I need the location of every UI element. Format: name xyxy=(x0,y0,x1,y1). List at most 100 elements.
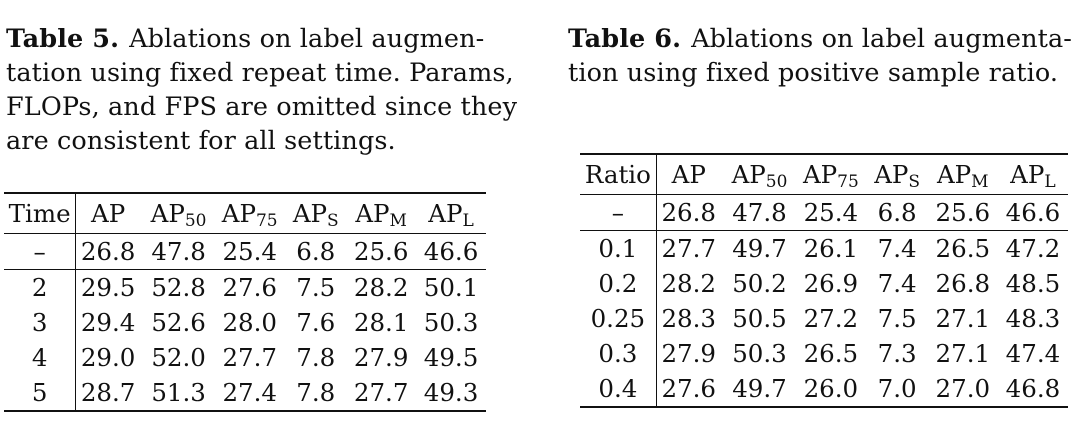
table-cell: 3 xyxy=(4,305,77,340)
table-row: 0.2 28.2 50.2 26.9 7.4 26.8 48.5 xyxy=(580,266,1068,301)
table-cell: 7.5 xyxy=(877,304,917,333)
table-row: 2 29.5 52.8 27.6 7.5 28.2 50.1 xyxy=(4,269,486,305)
table-cell: 29.5 xyxy=(80,273,136,302)
table-cell: 25.6 xyxy=(353,237,409,266)
table-cell: 50.2 xyxy=(732,269,787,298)
col-header-ap75-main: AP xyxy=(802,160,838,189)
table-cell: 46.6 xyxy=(423,237,479,266)
table-cell: 46.6 xyxy=(1005,198,1061,227)
table5-caption-line-4: are consistent for all settings. xyxy=(6,126,396,156)
table-row: 0.25 28.3 50.5 27.2 7.5 27.1 48.3 xyxy=(580,301,1068,336)
table-cell: 52.0 xyxy=(151,343,206,372)
table-cell: 25.6 xyxy=(935,198,991,227)
table-cell: 29.4 xyxy=(80,308,136,337)
table-cell: 27.1 xyxy=(935,339,991,368)
table-row: 0.1 27.7 49.7 26.1 7.4 26.5 47.2 xyxy=(580,230,1068,266)
table5-caption-label: Table 5. xyxy=(6,24,120,54)
table-cell: 49.7 xyxy=(732,234,787,263)
table-cell: 27.4 xyxy=(222,378,277,407)
table-cell: 51.3 xyxy=(151,378,206,407)
table-cell: – xyxy=(4,233,77,270)
table-cell: 50.5 xyxy=(732,304,787,333)
col-header-apl-sub: L xyxy=(462,211,474,231)
col-header-ap50-main: AP xyxy=(731,160,766,189)
col-header-apm: APM xyxy=(346,193,416,234)
col-header-ap75-main: AP xyxy=(221,199,256,228)
col-header-apl-sub: L xyxy=(1044,172,1056,192)
table-cell: 49.7 xyxy=(732,374,787,403)
table-cell: 50.1 xyxy=(423,273,479,302)
table-row: 0.4 27.6 49.7 26.0 7.0 27.0 46.8 xyxy=(580,371,1068,407)
col-header-apm-main: AP xyxy=(936,160,972,189)
table-cell: 26.8 xyxy=(935,269,991,298)
table-cell: 25.4 xyxy=(222,237,277,266)
table5-caption-line-2: tation using fixed repeat time. Params, xyxy=(6,58,514,88)
col-header-ap50: AP50 xyxy=(143,193,214,234)
table-cell: 46.8 xyxy=(1005,374,1061,403)
col-header-aps-sub: S xyxy=(908,172,921,192)
col-header-apl-main: AP xyxy=(1010,160,1045,189)
col-header-ap75: AP75 xyxy=(795,154,866,195)
table-header-row: Ratio AP AP50 AP75 APS APM APL xyxy=(580,154,1068,195)
table-cell: 26.5 xyxy=(935,234,991,263)
col-header-aps-sub: S xyxy=(327,211,339,231)
col-header-ratio: Ratio xyxy=(580,154,657,195)
table-cell: 7.4 xyxy=(877,269,917,298)
table-cell: 52.8 xyxy=(151,273,206,302)
table-row: 0.3 27.9 50.3 26.5 7.3 27.1 47.4 xyxy=(580,336,1068,371)
col-header-ap50-sub: 50 xyxy=(184,211,207,231)
table-cell: 0.1 xyxy=(580,230,657,266)
table-cell: 26.8 xyxy=(661,198,717,227)
col-header-time: Time xyxy=(4,193,77,234)
table-row: 4 29.0 52.0 27.7 7.8 27.9 49.5 xyxy=(4,340,486,375)
col-header-ap: AP xyxy=(656,154,724,195)
table-cell: 7.8 xyxy=(296,343,336,372)
table-cell: 27.0 xyxy=(935,374,991,403)
table-row: 5 28.7 51.3 27.4 7.8 27.7 49.3 xyxy=(4,375,486,411)
table5-caption-line-1: Table 5. Ablations on label augmen- xyxy=(6,22,518,56)
table-cell: 5 xyxy=(4,375,77,411)
table-cell: 6.8 xyxy=(877,198,917,227)
table-cell: 49.5 xyxy=(423,343,479,372)
table-cell: 28.2 xyxy=(353,273,409,302)
table-cell: 26.1 xyxy=(803,234,859,263)
table-cell: 27.7 xyxy=(222,343,277,372)
col-header-ap: AP xyxy=(76,193,143,234)
col-header-apl-main: AP xyxy=(428,199,463,228)
table6-caption-line-2: tion using fixed positive sample ratio. xyxy=(568,58,1059,88)
col-header-ap75-sub: 75 xyxy=(255,211,278,231)
col-header-ap-main: AP xyxy=(671,160,706,189)
table-cell: – xyxy=(580,194,657,231)
col-header-ap-main: AP xyxy=(91,199,126,228)
table-cell: 7.0 xyxy=(877,374,917,403)
table-cell: 47.8 xyxy=(151,237,206,266)
col-header-apm-sub: M xyxy=(389,211,407,231)
table-cell: 29.0 xyxy=(80,343,136,372)
table-cell: 27.6 xyxy=(661,374,717,403)
col-header-apm: APM xyxy=(928,154,998,195)
col-header-aps: APS xyxy=(285,193,346,234)
table-cell: 28.0 xyxy=(222,308,277,337)
table-cell: 28.2 xyxy=(661,269,717,298)
table-cell: 27.7 xyxy=(353,378,409,407)
table-cell: 7.3 xyxy=(877,339,917,368)
table-cell: 52.6 xyxy=(151,308,206,337)
table-cell: 48.3 xyxy=(1005,304,1061,333)
table-cell: 0.4 xyxy=(580,371,657,407)
table6-caption-text: Ablations on label augmenta- xyxy=(691,24,1073,54)
table-cell: 27.9 xyxy=(661,339,717,368)
table-cell: 27.6 xyxy=(222,273,277,302)
table-cell: 0.2 xyxy=(580,266,657,301)
table5-caption-text: Ablations on label augmen- xyxy=(129,24,485,54)
table6-caption: Table 6. Ablations on label augmenta- tio… xyxy=(568,22,1080,90)
table-cell: 26.9 xyxy=(803,269,859,298)
col-header-aps-main: AP xyxy=(874,160,909,189)
table-cell: 49.3 xyxy=(423,378,479,407)
table-header-row: Time AP AP50 AP75 APS APM APL xyxy=(4,193,486,234)
col-header-aps: APS xyxy=(867,154,928,195)
table5-caption: Table 5. Ablations on label augmen- tatio… xyxy=(6,22,518,158)
table-cell: 26.8 xyxy=(80,237,136,266)
table-cell: 26.5 xyxy=(803,339,859,368)
table-cell: 47.4 xyxy=(1005,339,1061,368)
table-cell: 48.5 xyxy=(1005,269,1061,298)
